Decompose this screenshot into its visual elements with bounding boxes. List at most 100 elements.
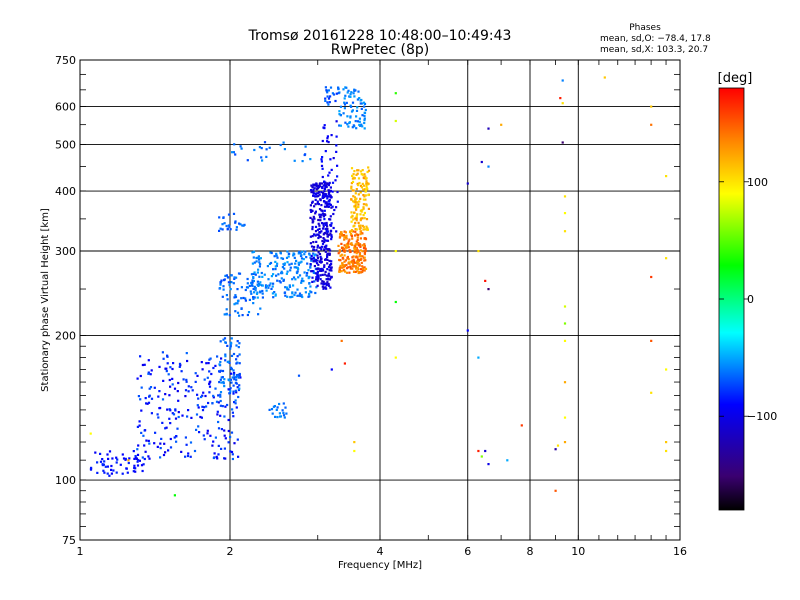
data-point — [230, 372, 233, 375]
data-point — [362, 228, 365, 231]
data-point — [323, 200, 326, 203]
data-point — [347, 125, 350, 128]
y-tick-label: 200 — [55, 330, 76, 343]
data-point — [206, 376, 209, 379]
data-point — [359, 219, 362, 222]
data-point — [330, 134, 333, 137]
data-point — [276, 262, 279, 265]
data-point — [174, 409, 177, 412]
data-point — [328, 269, 331, 272]
data-point — [143, 444, 146, 447]
data-point — [195, 413, 199, 416]
data-point — [289, 269, 292, 272]
data-point — [121, 472, 124, 475]
data-point — [520, 424, 523, 427]
data-point — [236, 300, 240, 303]
data-point — [228, 314, 231, 317]
data-point — [357, 258, 360, 261]
data-point — [217, 427, 221, 430]
data-point — [364, 175, 367, 178]
data-point — [252, 297, 255, 300]
data-point — [211, 402, 214, 405]
data-point — [329, 215, 332, 218]
data-point — [320, 222, 324, 225]
data-point — [353, 449, 356, 453]
data-point — [229, 435, 232, 439]
data-point — [364, 108, 367, 112]
data-point — [350, 235, 354, 238]
data-point — [148, 394, 151, 397]
data-point — [257, 313, 260, 316]
data-point — [115, 456, 118, 459]
data-point — [345, 101, 348, 104]
data-point — [339, 259, 342, 262]
data-point — [227, 276, 230, 279]
data-point — [352, 200, 355, 203]
data-point — [314, 212, 317, 215]
data-point — [187, 390, 190, 393]
data-point — [238, 222, 241, 225]
data-point — [133, 466, 136, 470]
data-point — [263, 273, 266, 276]
data-point — [355, 255, 358, 258]
data-point — [351, 259, 354, 262]
data-point — [164, 393, 167, 396]
data-point — [202, 434, 205, 437]
data-point — [285, 412, 288, 415]
data-point — [326, 232, 329, 236]
data-point — [477, 250, 480, 253]
data-point — [276, 279, 279, 282]
data-point — [326, 255, 329, 259]
data-point — [354, 120, 357, 123]
data-point — [326, 140, 329, 143]
data-point — [238, 362, 241, 365]
data-point — [164, 451, 167, 454]
data-point — [359, 249, 362, 252]
data-point — [189, 441, 193, 444]
data-point — [362, 267, 365, 270]
data-point — [323, 265, 326, 269]
data-point — [202, 391, 205, 394]
data-point — [321, 280, 324, 283]
data-point — [213, 452, 216, 455]
data-point — [304, 250, 307, 253]
data-point — [171, 383, 174, 386]
data-point — [354, 230, 357, 233]
data-point — [185, 443, 188, 446]
data-point — [201, 405, 204, 408]
data-point — [235, 362, 238, 365]
data-point — [219, 399, 222, 403]
data-point — [356, 182, 359, 185]
data-point — [330, 266, 333, 269]
data-point — [350, 187, 353, 190]
data-point — [327, 252, 330, 255]
data-point — [217, 394, 220, 397]
data-point — [272, 282, 275, 285]
data-point — [336, 164, 339, 167]
data-point — [355, 127, 358, 130]
data-point — [214, 436, 217, 439]
data-point — [256, 296, 259, 299]
data-point — [326, 254, 329, 257]
data-point — [326, 203, 329, 206]
data-point — [236, 311, 240, 314]
data-point — [363, 127, 366, 130]
data-point — [329, 232, 332, 235]
data-point — [203, 406, 206, 409]
data-point — [238, 314, 241, 317]
data-point — [355, 252, 358, 255]
data-point — [252, 276, 255, 279]
data-point — [363, 173, 366, 176]
data-point — [326, 137, 329, 140]
data-point — [96, 461, 99, 464]
data-point — [218, 370, 221, 373]
data-point — [364, 259, 367, 262]
data-point — [320, 160, 323, 163]
data-point — [214, 387, 217, 390]
data-point — [234, 220, 237, 223]
x-tick-label: 2 — [227, 545, 234, 558]
data-point — [321, 209, 324, 212]
data-point — [225, 294, 228, 297]
data-point — [353, 441, 356, 444]
data-point — [234, 153, 237, 156]
